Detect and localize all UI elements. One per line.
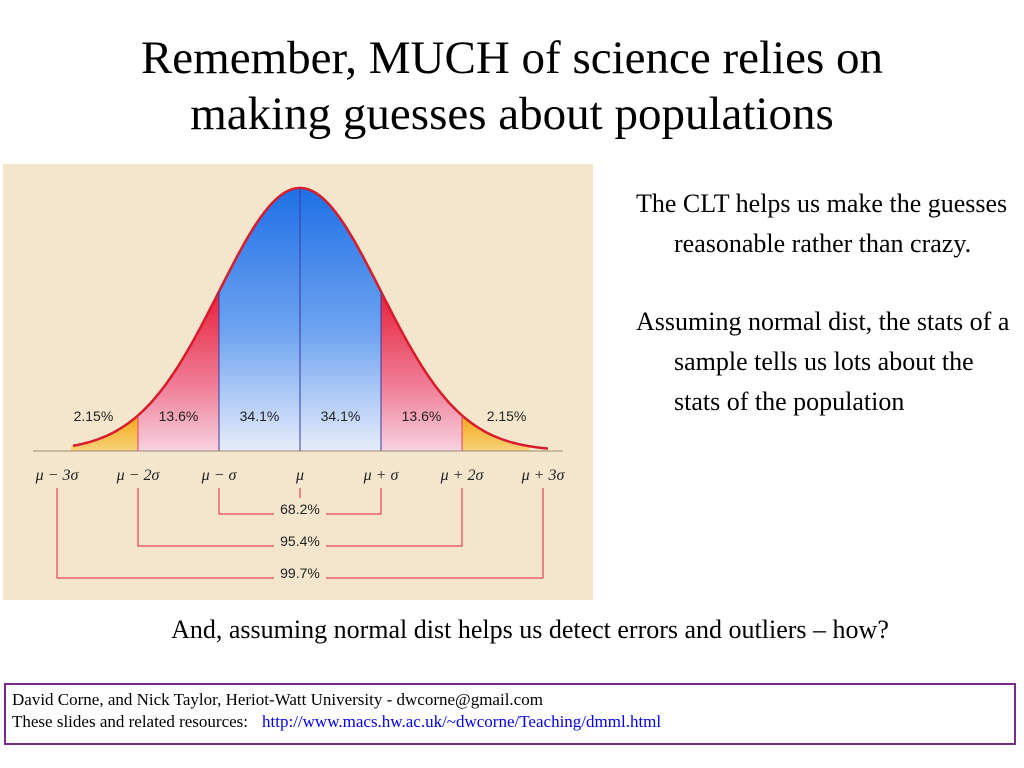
axis-tick-4: μ + σ xyxy=(363,467,400,484)
footer-resources: These slides and related resources: http:… xyxy=(12,711,1008,733)
range-label-0: 68.2% xyxy=(280,501,320,517)
range-label-bg-0 xyxy=(274,498,326,520)
region-label-2: 34.1% xyxy=(240,408,280,424)
axis-tick-0: μ − 3σ xyxy=(35,467,80,484)
bell-curve-line xyxy=(72,186,549,450)
footer-authors: David Corne, and Nick Taylor, Heriot-Wat… xyxy=(12,690,543,709)
axis-tick-5: μ + 2σ xyxy=(440,467,485,484)
outliers-note: And, assuming normal dist helps us detec… xyxy=(171,615,889,644)
region-label-5: 2.15% xyxy=(487,408,527,424)
title-line-1: Remember, MUCH of science relies on xyxy=(140,32,884,84)
region-label-4: 13.6% xyxy=(402,408,442,424)
axis-tick-2: μ − σ xyxy=(201,467,238,484)
region-label-1: 13.6% xyxy=(159,408,199,424)
bullet-list: The CLT helps us make the guesses reason… xyxy=(636,184,1021,460)
axis-tick-3: μ xyxy=(295,467,304,484)
region-label-0: 2.15% xyxy=(74,408,114,424)
tail-left-2sd-region xyxy=(71,415,138,451)
slide-title: Remember, MUCH of science relies on maki… xyxy=(0,30,1024,142)
bell-curve-svg: 2.15% 13.6% 34.1% 34.1% 13.6% 2.15% μ − 3σ μ − … xyxy=(33,186,566,584)
normal-distribution-figure: 2.15% 13.6% 34.1% 34.1% 13.6% 2.15% μ − 3σ μ − … xyxy=(3,164,593,600)
bullet-normal-dist: Assuming normal dist, the stats of a sam… xyxy=(636,307,1010,416)
range-label-bg-2 xyxy=(274,562,326,584)
axis-tick-1: μ − 2σ xyxy=(116,467,161,484)
title-line-2: making guesses about populations xyxy=(190,88,834,140)
footer-resources-label: These slides and related resources: xyxy=(12,712,249,731)
axis-tick-6: μ + 3σ xyxy=(521,467,566,484)
range-label-bg-1 xyxy=(274,530,326,552)
footer-box: David Corne, and Nick Taylor, Heriot-Wat… xyxy=(4,683,1016,745)
footer-resources-link[interactable]: http://www.macs.hw.ac.uk/~dwcorne/Teachi… xyxy=(262,712,662,731)
bullet-clt: The CLT helps us make the guesses reason… xyxy=(636,189,1008,258)
range-label-2: 99.7% xyxy=(280,565,320,581)
range-label-1: 95.4% xyxy=(280,533,320,549)
tail-right-2sd-region xyxy=(462,415,529,451)
region-label-3: 34.1% xyxy=(321,408,361,424)
